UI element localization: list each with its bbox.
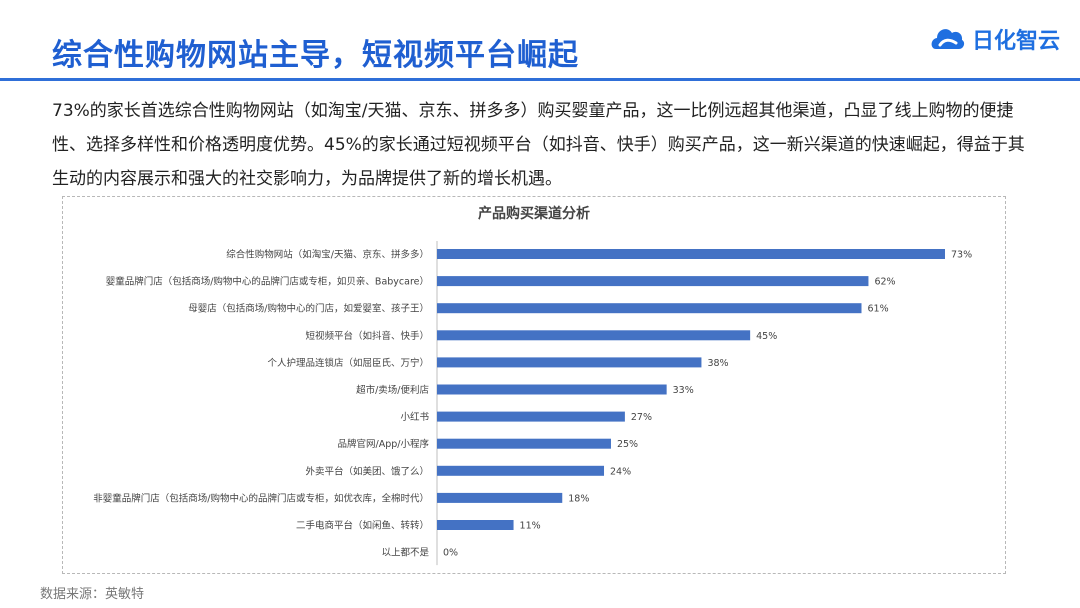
category-label: 小红书 xyxy=(400,411,429,423)
chart-panel: 产品购买渠道分析综合性购物网站（如淘宝/天猫、京东、拼多多） 73% 婴童品牌门店（… xyxy=(62,196,1006,574)
summary-paragraph: 73%的家长首选综合性购物网站（如淘宝/天猫、京东、拼多多）购买婴童产品，这一比… xyxy=(52,101,1025,189)
category-label: 个人护理品连锁店（如屈臣氏、万宁） xyxy=(267,357,429,369)
data-label: 18% xyxy=(568,493,589,504)
bar xyxy=(437,276,869,287)
category-label: 超市/卖场/便利店 xyxy=(356,384,429,396)
chart-title: 产品购买渠道分析 xyxy=(478,205,590,222)
bar xyxy=(437,492,563,503)
category-label: 短视频平台（如抖音、快手） xyxy=(305,330,429,342)
bar xyxy=(437,520,514,530)
category-label: 婴童品牌门店（包括商场/购物中心的品牌门店或专柜，如贝亲、Babycare） xyxy=(106,276,429,288)
bar xyxy=(437,411,625,422)
bar xyxy=(437,249,945,259)
category-label: 二手电商平台（如闲鱼、转转） xyxy=(296,520,429,532)
bar xyxy=(437,384,667,395)
data-label: 24% xyxy=(610,466,631,477)
bar xyxy=(437,357,702,368)
data-label: 25% xyxy=(617,439,638,450)
category-label: 母婴店（包括商场/购物中心的门店，如爱婴室、孩子王） xyxy=(188,303,429,315)
data-label: 27% xyxy=(631,412,652,423)
title-divider xyxy=(0,78,1080,81)
data-label: 33% xyxy=(673,385,694,396)
data-source: 数据来源：英敏特 xyxy=(40,587,145,602)
category-label: 品牌官网/App/小程序 xyxy=(338,438,430,450)
category-label: 综合性购物网站（如淘宝/天猫、京东、拼多多） xyxy=(226,249,429,261)
category-label: 以上都不是 xyxy=(381,548,429,559)
data-label: 61% xyxy=(867,304,888,315)
data-label: 73% xyxy=(951,250,972,261)
category-label: 外卖平台（如美团、饿了么） xyxy=(305,465,429,477)
data-label: 62% xyxy=(874,277,895,288)
page-title: 综合性购物网站主导，短视频平台崛起 xyxy=(52,38,579,73)
bar xyxy=(437,465,605,476)
data-label: 11% xyxy=(520,521,541,532)
data-label: 45% xyxy=(756,331,777,342)
bar xyxy=(437,303,862,314)
data-label: 38% xyxy=(707,358,728,369)
brand-logo: 日化智云 xyxy=(930,20,1065,58)
cloud-logo-icon xyxy=(931,29,965,49)
bar xyxy=(437,438,611,449)
logo-text: 日化智云 xyxy=(972,29,1061,54)
category-label: 非婴童品牌门店（包括商场/购物中心的品牌门店或专柜，如优衣库，全棉时代） xyxy=(93,492,429,504)
bar xyxy=(437,330,751,341)
data-label: 0% xyxy=(443,548,458,559)
